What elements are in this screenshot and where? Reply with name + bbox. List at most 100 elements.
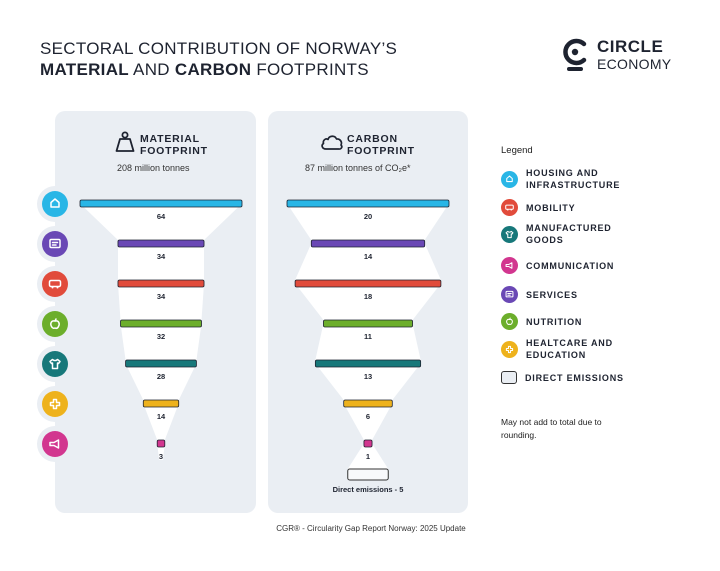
nutrition-icon: [50, 318, 60, 330]
carbon-value-label: 11: [364, 332, 372, 341]
material-bar-housing: [79, 199, 243, 208]
carbon-bar-housing: [286, 199, 450, 208]
legend-label: DIRECT EMISSIONS: [525, 372, 624, 383]
material-bar-services: [117, 239, 205, 248]
material-value-label: 34: [157, 252, 166, 261]
legend-label: MANUFACTURED GOODS: [526, 223, 612, 245]
legend-item-manufactured: MANUFACTURED GOODS: [501, 222, 636, 246]
legend-swatch-housing: [501, 170, 518, 188]
circle-economy-logo-icon: [563, 38, 587, 71]
nutrition-icon: [506, 317, 513, 325]
row-icon-housing: [42, 191, 68, 217]
material-bar-mobility: [117, 279, 205, 288]
legend-label: SERVICES: [526, 289, 578, 300]
carbon-panel-title: CARBON FOOTPRINT: [347, 133, 415, 157]
legend-swatch-mobility: [501, 199, 518, 216]
carbon-value-label: 14: [364, 252, 373, 261]
legend-label: NUTRITION: [526, 316, 583, 327]
carbon-funnel-segment: [295, 243, 441, 280]
house-icon: [506, 175, 513, 182]
title-mid: AND: [128, 60, 175, 79]
legend-swatch-services: [501, 286, 518, 303]
carbon-value-label: 6: [366, 412, 370, 421]
legend-swatch-communication: [501, 257, 518, 274]
legend-label: COMMUNICATION: [526, 260, 615, 271]
legend-label: HOUSING AND INFRASTRUCTURE: [526, 168, 621, 190]
logo-word-economy: ECONOMY: [597, 56, 672, 72]
title-line-1: SECTORAL CONTRIBUTION OF NORWAY’S: [40, 39, 398, 58]
row-icon-services: [42, 231, 68, 257]
carbon-value-label: 13: [364, 372, 372, 381]
cloud-icon: [321, 135, 343, 150]
legend-item-direct: DIRECT EMISSIONS: [501, 371, 635, 384]
logo-word-circle: CIRCLE: [597, 37, 664, 56]
title-line-2: MATERIAL AND CARBON FOOTPRINTS: [40, 59, 397, 80]
carbon-funnel-segment: [315, 363, 421, 400]
material-bar-healthcare: [142, 399, 180, 408]
communication-icon: [505, 262, 513, 269]
material-funnel-segment: [157, 443, 165, 460]
row-icon-mobility: [42, 271, 68, 297]
carbon-bar-nutrition: [323, 319, 413, 328]
material-funnel-segment: [80, 203, 242, 240]
material-title-line1: MATERIAL: [140, 133, 200, 145]
carbon-funnel-segment: [347, 443, 389, 469]
house-icon: [50, 198, 60, 208]
services-icon: [49, 238, 61, 249]
carbon-direct-emissions-label: Direct emissions - 5: [333, 485, 404, 494]
circle-economy-logo: CIRCLE ECONOMY: [562, 36, 692, 76]
material-funnel-segment: [125, 363, 197, 400]
legend-label: HEALTCARE AND EDUCATION: [526, 338, 613, 360]
title-end: FOOTPRINTS: [251, 60, 369, 79]
services-icon: [505, 290, 514, 298]
legend-swatch-nutrition: [501, 313, 518, 330]
carbon-value-label: 20: [364, 212, 372, 221]
chart-title: SECTORAL CONTRIBUTION OF NORWAY’S MATERI…: [40, 38, 397, 80]
healthcare-icon: [505, 345, 514, 353]
mobility-icon: [505, 204, 514, 211]
material-funnel-segment: [120, 323, 202, 360]
carbon-funnel-segment: [287, 203, 449, 240]
material-title-line2: FOOTPRINT: [140, 145, 208, 157]
legend-item-housing: HOUSING AND INFRASTRUCTURE: [501, 167, 636, 191]
communication-icon: [49, 439, 60, 449]
legend-item-healthcare: HEALTCARE AND EDUCATION: [501, 337, 636, 361]
carbon-bar-healthcare: [343, 399, 393, 408]
row-icon-healthcare: [42, 391, 68, 417]
legend-item-nutrition: NUTRITION: [501, 313, 636, 330]
legend-swatch-manufactured: [501, 225, 518, 243]
carbon-value-label: 1: [366, 452, 370, 461]
title-bold-material: MATERIAL: [40, 60, 129, 79]
mobility-icon: [48, 279, 62, 289]
material-value-label: 28: [157, 372, 165, 381]
material-panel-title: MATERIAL FOOTPRINT: [140, 133, 208, 157]
material-value-label: 3: [159, 452, 163, 461]
carbon-bar-direct-emissions: [347, 468, 389, 481]
direct-emissions-swatch: [501, 371, 517, 384]
carbon-bar-manufactured: [314, 359, 422, 368]
legend-item-mobility: MOBILITY: [501, 199, 636, 216]
manufactured-icon: [505, 230, 514, 238]
carbon-title-line2: FOOTPRINT: [347, 145, 415, 157]
carbon-funnel-segment: [315, 323, 421, 360]
material-value-label: 32: [157, 332, 165, 341]
carbon-funnel-segment: [295, 283, 441, 320]
material-bar-nutrition: [120, 319, 202, 328]
material-bar-manufactured: [125, 359, 197, 368]
carbon-title-line1: CARBON: [347, 133, 398, 145]
material-funnel-segment: [117, 283, 205, 320]
carbon-panel-subtitle: 87 million tonnes of CO₂e*: [305, 163, 411, 173]
material-funnel-segment: [117, 243, 205, 280]
legend-item-communication: COMMUNICATION: [501, 257, 636, 274]
manufactured-icon: [49, 358, 61, 370]
legend-item-services: SERVICES: [501, 286, 636, 303]
healthcare-icon: [49, 398, 61, 410]
legend-title: Legend: [501, 145, 533, 156]
row-icon-communication: [42, 431, 68, 457]
row-icon-manufactured: [42, 351, 68, 377]
carbon-bar-communication: [363, 439, 373, 448]
weight-icon: [115, 131, 135, 152]
carbon-funnel-segment: [343, 403, 393, 440]
material-value-label: 64: [157, 212, 166, 221]
